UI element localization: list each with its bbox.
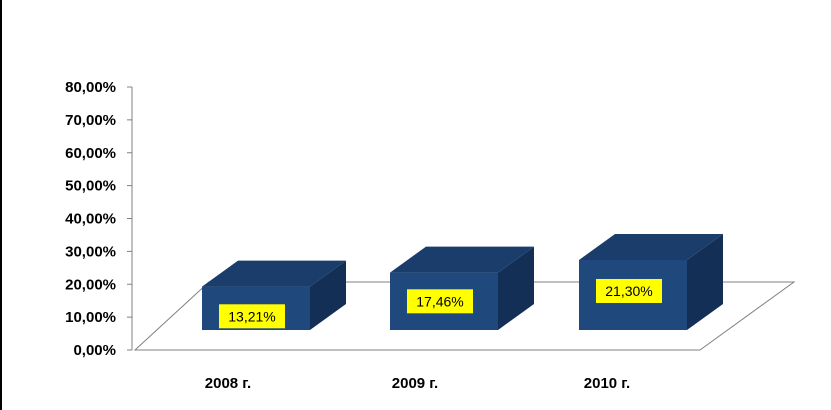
data-label-background [219, 304, 285, 329]
y-axis-ticks: 0,00% 10,00% 20,00% 30,00% 40,00% 50,00% 60,00… [65, 79, 132, 359]
y-tick-label: 80,00% [65, 79, 116, 96]
x-category-label: 2009 г. [392, 375, 438, 392]
bar-top-face [390, 246, 534, 273]
chart-floor [133, 281, 796, 351]
x-category-label: 2010 г. [584, 375, 630, 392]
y-tick-label: 60,00% [65, 145, 116, 162]
bar-side-face [687, 233, 723, 330]
data-label: 13,21% [219, 304, 285, 329]
y-tick-label: 50,00% [65, 178, 116, 195]
bar-top-face [202, 260, 346, 287]
data-label-text: 21,30% [605, 283, 652, 299]
y-tick-label: 20,00% [65, 276, 116, 293]
bar [202, 260, 346, 330]
floor-plane [133, 281, 796, 351]
data-label-background [407, 289, 473, 314]
data-labels: 13,21% 17,46% 21,30% [219, 278, 662, 329]
y-tick-label: 0,00% [73, 342, 116, 359]
bar-top-face [579, 233, 723, 260]
bar [390, 246, 534, 330]
data-label: 21,30% [596, 278, 662, 303]
data-label-text: 13,21% [228, 308, 275, 324]
y-tick-label: 40,00% [65, 211, 116, 228]
data-label: 17,46% [407, 289, 473, 314]
bar-side-face [498, 246, 534, 330]
y-tick-label: 70,00% [65, 112, 116, 129]
bars [202, 233, 723, 330]
y-tick-label: 10,00% [65, 309, 116, 326]
bar-side-face [310, 260, 346, 330]
data-label-background [596, 278, 662, 303]
y-tick-label: 30,00% [65, 243, 116, 260]
x-axis-categories: 2008 г. 2009 г. 2010 г. [205, 375, 630, 392]
data-label-text: 17,46% [416, 293, 463, 309]
x-category-label: 2008 г. [205, 375, 251, 392]
